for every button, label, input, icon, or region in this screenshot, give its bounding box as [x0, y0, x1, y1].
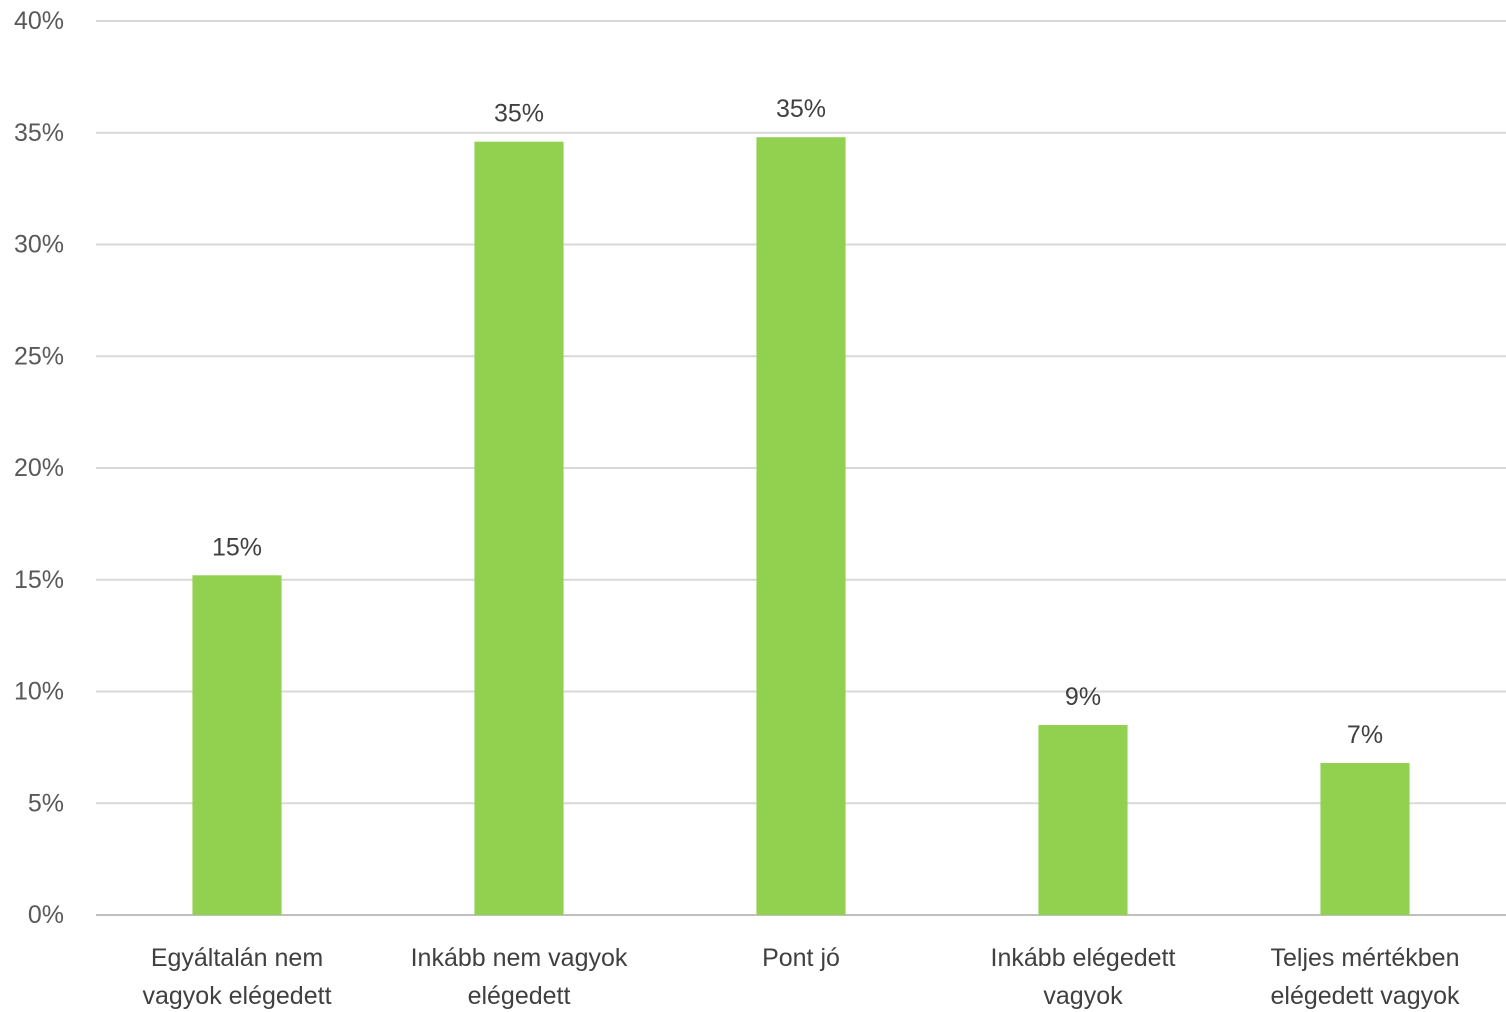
x-category-label: Egyáltalán nem vagyok elégedett — [142, 944, 331, 1010]
y-tick-label: 0% — [28, 901, 64, 929]
bar — [756, 137, 846, 916]
y-tick-label: 15% — [14, 566, 64, 594]
y-tick-label: 25% — [14, 342, 64, 370]
bar — [1320, 763, 1410, 915]
data-labels: 15% 35% 35% 9% 7% — [212, 95, 1383, 749]
x-axis-category-labels: Egyáltalán nem vagyok elégedett Inkább nem… — [142, 944, 1460, 1010]
data-label: 9% — [1065, 683, 1101, 711]
data-label: 35% — [494, 100, 544, 128]
data-label: 35% — [776, 95, 826, 123]
x-category-label: Inkább nem vagyok elégedett — [411, 944, 628, 1010]
bar — [1038, 725, 1128, 915]
bars — [192, 137, 1410, 916]
y-axis-tick-labels: 0% 5% 10% 15% 20% 25% 30% 35% 40% — [14, 7, 64, 929]
y-tick-label: 10% — [14, 678, 64, 706]
data-label: 7% — [1347, 721, 1383, 749]
y-tick-label: 20% — [14, 454, 64, 482]
x-category-label: Inkább elégedett vagyok — [991, 944, 1176, 1010]
y-tick-label: 35% — [14, 119, 64, 147]
y-tick-label: 30% — [14, 231, 64, 259]
x-category-label: Teljes mértékben elégedett vagyok — [1270, 944, 1460, 1010]
data-label: 15% — [212, 533, 262, 561]
y-tick-label: 40% — [14, 7, 64, 35]
bar — [192, 575, 282, 915]
x-category-label: Pont jó — [762, 944, 840, 972]
y-tick-label: 5% — [28, 789, 64, 817]
bar — [474, 141, 564, 915]
